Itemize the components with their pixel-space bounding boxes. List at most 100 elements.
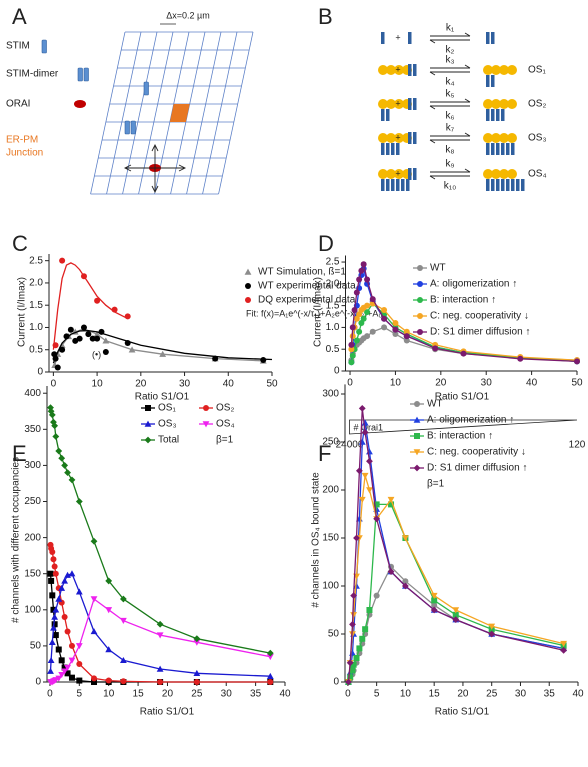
data-point — [156, 632, 164, 639]
diffusion-arrow — [178, 164, 187, 172]
legend-label: Total — [158, 435, 179, 446]
y-axis-title: Current (I/Imax) — [313, 277, 324, 347]
data-point — [348, 346, 355, 353]
y-tick-label: 150 — [24, 568, 41, 579]
series-line — [350, 261, 578, 363]
y-tick-label: 0 — [333, 677, 339, 688]
data-point — [105, 607, 113, 614]
data-point — [358, 267, 365, 274]
data-point — [58, 584, 66, 591]
x-tick-label: 10 — [400, 689, 412, 700]
stim-icon — [396, 143, 400, 155]
data-point — [560, 640, 568, 647]
legend-marker — [417, 281, 423, 287]
junction-label: ER-PM — [6, 135, 38, 146]
panel-label: A — [12, 4, 27, 29]
data-point — [47, 656, 55, 664]
x-tick-label: 20 — [435, 378, 447, 389]
data-point — [54, 364, 61, 371]
data-point — [61, 462, 69, 469]
forward-arrow — [430, 98, 471, 103]
legend-marker — [145, 405, 151, 411]
legend-label: WT Simulation, ß=1 — [258, 267, 346, 278]
data-point — [349, 667, 356, 674]
stim-icon — [386, 143, 390, 155]
data-point — [94, 335, 101, 342]
stim-icon — [486, 179, 490, 191]
orai-subunit — [507, 133, 517, 143]
data-point — [392, 326, 399, 333]
stim-icon — [413, 132, 417, 144]
stim-icon — [491, 179, 495, 191]
stim-icon — [496, 143, 500, 155]
orai-start: 24000 — [336, 440, 364, 451]
reverse-arrow — [429, 175, 470, 180]
data-point — [105, 646, 113, 653]
stim-icon — [486, 75, 490, 87]
data-point — [366, 457, 373, 465]
legend-label: B: interaction ↑ — [427, 431, 493, 442]
data-point — [89, 335, 96, 342]
data-point — [59, 346, 66, 353]
y-tick-label: 1.0 — [326, 322, 340, 333]
state-label: OS₄ — [528, 169, 547, 180]
y-tick-label: 0.5 — [29, 344, 43, 355]
data-point — [345, 678, 352, 686]
legend-label: OS₃ — [158, 419, 177, 430]
y-tick-label: 100 — [322, 581, 339, 592]
data-point — [75, 588, 83, 595]
orai-subunit — [483, 169, 493, 179]
data-point — [76, 335, 83, 342]
plus-sign: + — [395, 64, 400, 74]
data-point — [156, 665, 164, 672]
data-point — [47, 667, 54, 674]
legend-label: D: S1 dimer diffusion ↑ — [427, 463, 527, 474]
data-point — [260, 356, 267, 363]
junction-label: Junction — [6, 148, 43, 159]
data-point — [90, 537, 98, 545]
x-tick-label: 40 — [279, 689, 291, 700]
x-tick-label: 40 — [526, 378, 538, 389]
data-point — [366, 487, 373, 494]
orai-subunit — [499, 65, 509, 75]
data-point — [50, 556, 57, 563]
x-tick-label: 20 — [162, 689, 174, 700]
orai-subunit — [378, 65, 388, 75]
x-tick-label: 25 — [191, 689, 203, 700]
rate-label: k₈ — [445, 145, 454, 156]
data-point — [361, 429, 369, 436]
data-point — [452, 611, 459, 618]
rate-label: k₁ — [446, 23, 455, 34]
legend-marker — [245, 297, 251, 303]
data-point — [431, 597, 438, 604]
y-tick-label: 2.5 — [326, 257, 340, 268]
series-line — [347, 408, 564, 683]
data-point — [76, 677, 83, 684]
data-point — [52, 433, 60, 440]
data-point — [430, 592, 438, 599]
data-point — [373, 515, 381, 523]
data-point — [560, 646, 568, 654]
data-point — [388, 501, 395, 508]
data-point — [373, 501, 380, 508]
data-point — [387, 568, 395, 575]
data-point — [266, 654, 274, 661]
data-point — [381, 315, 388, 322]
legend-label: A: oligomerization ↑ — [430, 279, 517, 290]
data-point — [430, 606, 438, 614]
stim-icon — [501, 179, 505, 191]
legend-label: A: oligomerization ↑ — [427, 415, 514, 426]
panel-label: B — [318, 4, 333, 29]
plus-sign: + — [395, 168, 400, 178]
orai-subunit — [386, 169, 396, 179]
orai-subunit — [491, 133, 501, 143]
data-point — [353, 534, 360, 542]
y-tick-label: 0 — [35, 677, 41, 688]
stim-icon — [381, 109, 385, 121]
grid-line — [90, 32, 126, 194]
data-point — [193, 679, 200, 685]
stim-icon — [83, 67, 89, 82]
y-tick-label: 2.0 — [326, 278, 340, 289]
data-point — [364, 276, 371, 283]
